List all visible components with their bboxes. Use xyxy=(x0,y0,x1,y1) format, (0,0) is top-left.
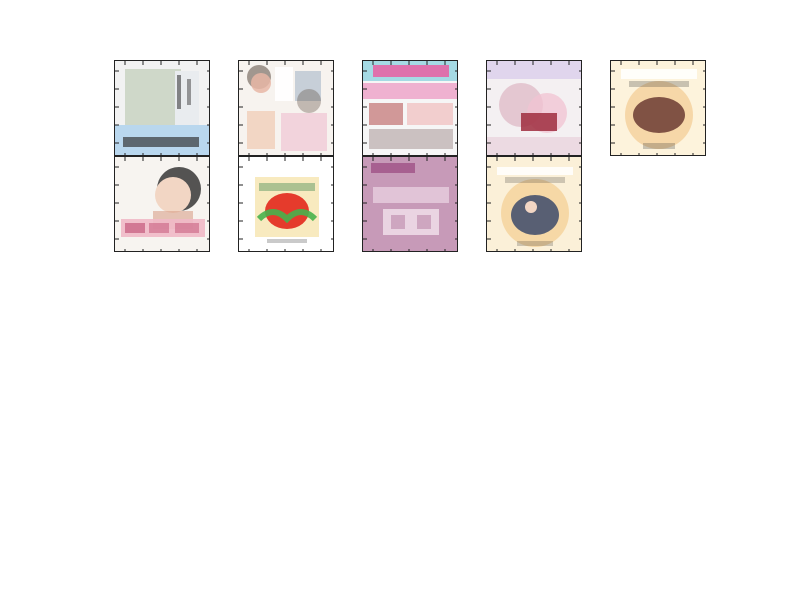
gallery-thumbnail-1[interactable] xyxy=(114,60,210,156)
thumbnail-3-art xyxy=(363,61,457,155)
thumbnail-4-art xyxy=(487,61,581,155)
thumbnail-7-art xyxy=(239,157,333,251)
gallery-thumbnail-2[interactable] xyxy=(238,60,334,156)
gallery-thumbnail-5[interactable] xyxy=(610,60,706,156)
thumbnail-5-art xyxy=(611,61,705,155)
thumbnail-1-art xyxy=(115,61,209,155)
thumbnail-6-art xyxy=(115,157,209,251)
gallery-thumbnail-7[interactable] xyxy=(238,156,334,252)
thumbnail-2-art xyxy=(239,61,333,155)
thumbnail-8-art xyxy=(363,157,457,251)
gallery-thumbnail-4[interactable] xyxy=(486,60,582,156)
gallery-thumbnail-9[interactable] xyxy=(486,156,582,252)
gallery-thumbnail-6[interactable] xyxy=(114,156,210,252)
gallery-thumbnail-8[interactable] xyxy=(362,156,458,252)
gallery-thumbnail-3[interactable] xyxy=(362,60,458,156)
thumbnail-9-art xyxy=(487,157,581,251)
